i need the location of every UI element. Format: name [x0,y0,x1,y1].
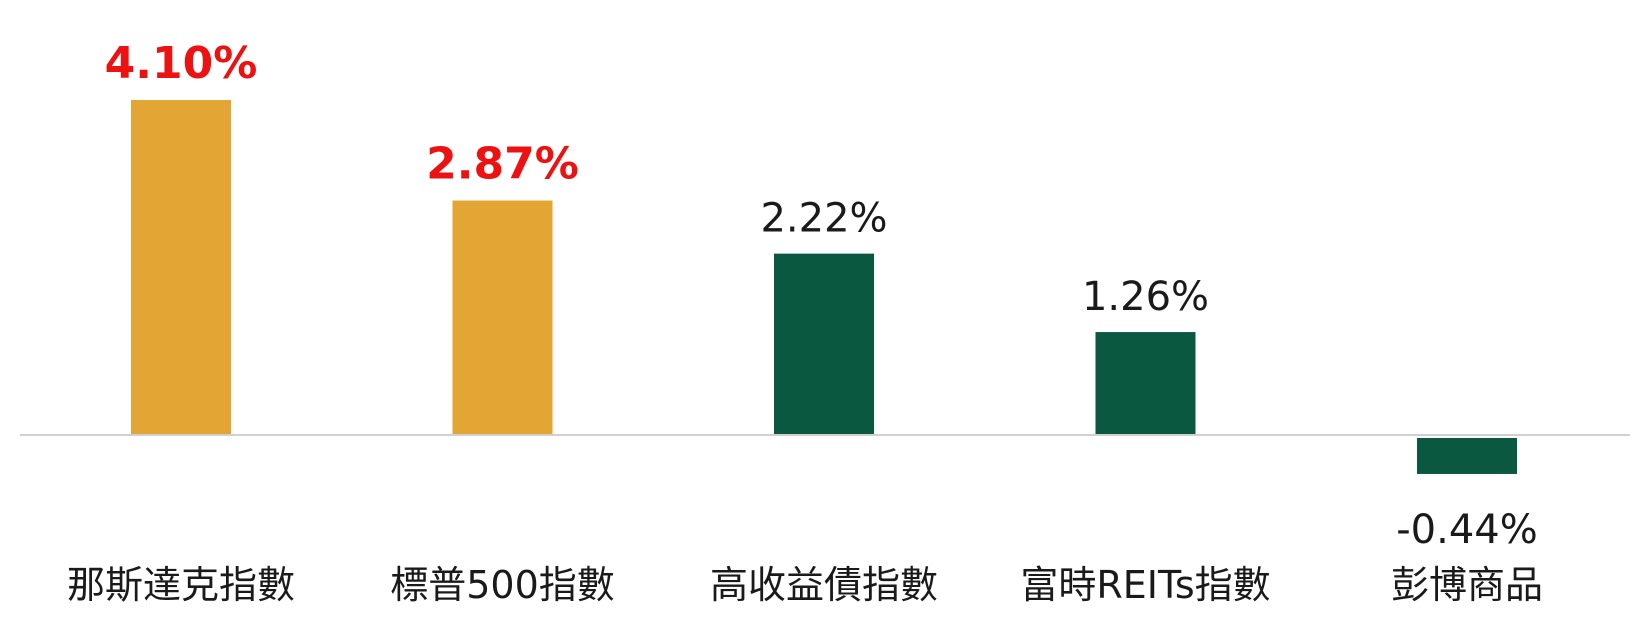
value-labels-group: 4.10% 2.87% 2.22% 1.26% -0.44% [105,38,1538,553]
value-label-1: 4.10% [105,38,258,89]
bar-3 [774,253,874,435]
value-label-2: 2.87% [426,139,579,190]
bar-1 [131,100,231,435]
category-labels-group: 那斯達克指數 標普500指數 高收益債指數 富時REITs指數 彭博商品 [67,563,1543,607]
value-label-3: 2.22% [760,196,887,242]
bar-2 [452,200,553,435]
value-label-5: -0.44% [1396,507,1538,553]
value-label-4: 1.26% [1082,274,1209,320]
category-label-3: 高收益債指數 [710,563,938,607]
bar-4 [1095,332,1196,435]
bars-group [131,100,1517,474]
category-label-1: 那斯達克指數 [67,563,295,607]
category-label-5: 彭博商品 [1391,563,1543,607]
category-label-2: 標普500指數 [390,563,615,607]
bar-5 [1417,438,1517,474]
category-label-4: 富時REITs指數 [1020,563,1270,607]
